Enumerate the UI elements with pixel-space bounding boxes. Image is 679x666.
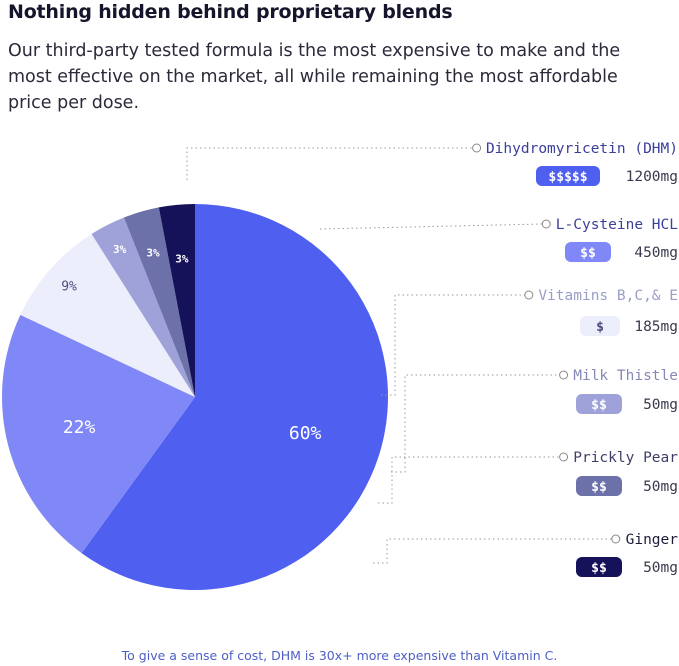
legend-name-dihydromyricetin-dhm: Dihydromyricetin (DHM)	[486, 141, 678, 157]
dose-milk-thistle: 50mg	[643, 397, 678, 413]
pct-label-vitamins-b-c-e: 9%	[61, 280, 77, 295]
cost-label-vitamins-b-c-e: $	[596, 320, 604, 335]
pct-label-dihydromyricetin-dhm: 60%	[289, 423, 322, 444]
slice-prickly-pear	[123, 207, 195, 397]
legend-name-ginger: Ginger	[626, 532, 679, 548]
cost-label-dihydromyricetin-dhm: $$$$$	[548, 170, 587, 185]
leader-line-vitamins-b-c-e	[381, 294, 525, 396]
leader-line-dihydromyricetin-dhm	[186, 147, 473, 180]
pct-label-prickly-pear: 3%	[146, 246, 160, 259]
pct-label-ginger: 3%	[175, 253, 189, 266]
leader-dot-dihydromyricetin-dhm	[472, 143, 482, 153]
pct-label-l-cysteine-hcl: 22%	[63, 417, 96, 438]
leader-line-l-cysteine-hcl	[319, 223, 543, 230]
pct-label-milk-thistle: 3%	[113, 243, 127, 256]
chart-title: Nothing hidden behind proprietary blends	[8, 1, 453, 23]
legend-name-prickly-pear: Prickly Pear	[573, 450, 678, 466]
slice-l-cysteine-hcl	[1, 314, 196, 554]
legend-name-milk-thistle: Milk Thistle	[573, 368, 678, 384]
leader-dot-ginger	[611, 534, 621, 544]
leader-dot-prickly-pear	[559, 452, 569, 462]
slice-vitamins-b-c-e	[20, 234, 196, 397]
slice-ginger	[158, 204, 195, 397]
cost-label-prickly-pear: $$	[591, 480, 607, 495]
legend-name-l-cysteine-hcl: L-Cysteine HCL	[556, 217, 678, 233]
leader-dot-milk-thistle	[559, 370, 569, 380]
cost-badge-milk-thistle	[576, 394, 622, 414]
slice-dihydromyricetin-dhm	[81, 204, 389, 590]
dose-dihydromyricetin-dhm: 1200mg	[626, 169, 678, 185]
leader-dot-vitamins-b-c-e	[524, 290, 534, 300]
cost-badge-dihydromyricetin-dhm	[536, 166, 600, 186]
cost-footnote: To give a sense of cost, DHM is 30x+ mor…	[121, 648, 558, 663]
leader-line-prickly-pear	[378, 456, 560, 504]
cost-label-milk-thistle: $$	[591, 398, 607, 413]
leader-dot-l-cysteine-hcl	[541, 219, 551, 229]
chart-subtitle: Our third-party tested formula is the mo…	[8, 41, 621, 113]
legend-name-vitamins-b-c-e: Vitamins B,C,& E	[538, 288, 678, 304]
cost-badge-l-cysteine-hcl	[565, 242, 611, 262]
cost-label-ginger: $$	[591, 561, 607, 576]
pie-chart: 60% 22% 9% 3% 3% 3% Dihydromyricetin (DHM) 1200…	[1, 141, 679, 590]
dose-ginger: 50mg	[643, 560, 678, 576]
dose-vitamins-b-c-e: 185mg	[634, 319, 678, 335]
cost-label-l-cysteine-hcl: $$	[580, 246, 596, 261]
slice-milk-thistle	[91, 217, 195, 397]
dose-l-cysteine-hcl: 450mg	[634, 245, 678, 261]
cost-badge-ginger	[576, 557, 622, 577]
cost-badge-vitamins-b-c-e	[580, 316, 620, 336]
leader-line-ginger	[373, 538, 612, 564]
dose-prickly-pear: 50mg	[643, 479, 678, 495]
leader-line-milk-thistle	[391, 374, 560, 473]
cost-badge-prickly-pear	[576, 476, 622, 496]
